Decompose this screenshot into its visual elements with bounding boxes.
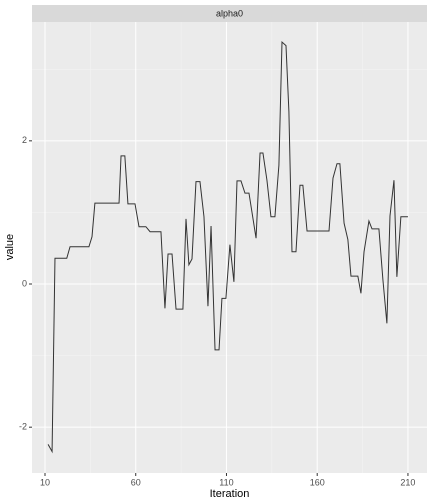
- y-tick-label: 2: [22, 135, 27, 145]
- strip-label: alpha0: [216, 8, 243, 18]
- x-tick-label: 160: [310, 477, 325, 487]
- y-axis-title: value: [4, 234, 16, 260]
- x-axis-title: Iteration: [210, 488, 250, 500]
- x-tick-label: 210: [400, 477, 415, 487]
- x-tick-label: 10: [40, 477, 50, 487]
- x-tick-label: 110: [219, 477, 233, 487]
- y-tick-label: -2: [19, 422, 27, 432]
- x-tick-label: 60: [131, 477, 141, 487]
- strip-background: [32, 5, 427, 22]
- y-tick-label: 0: [22, 278, 27, 288]
- series-line: [47, 40, 408, 454]
